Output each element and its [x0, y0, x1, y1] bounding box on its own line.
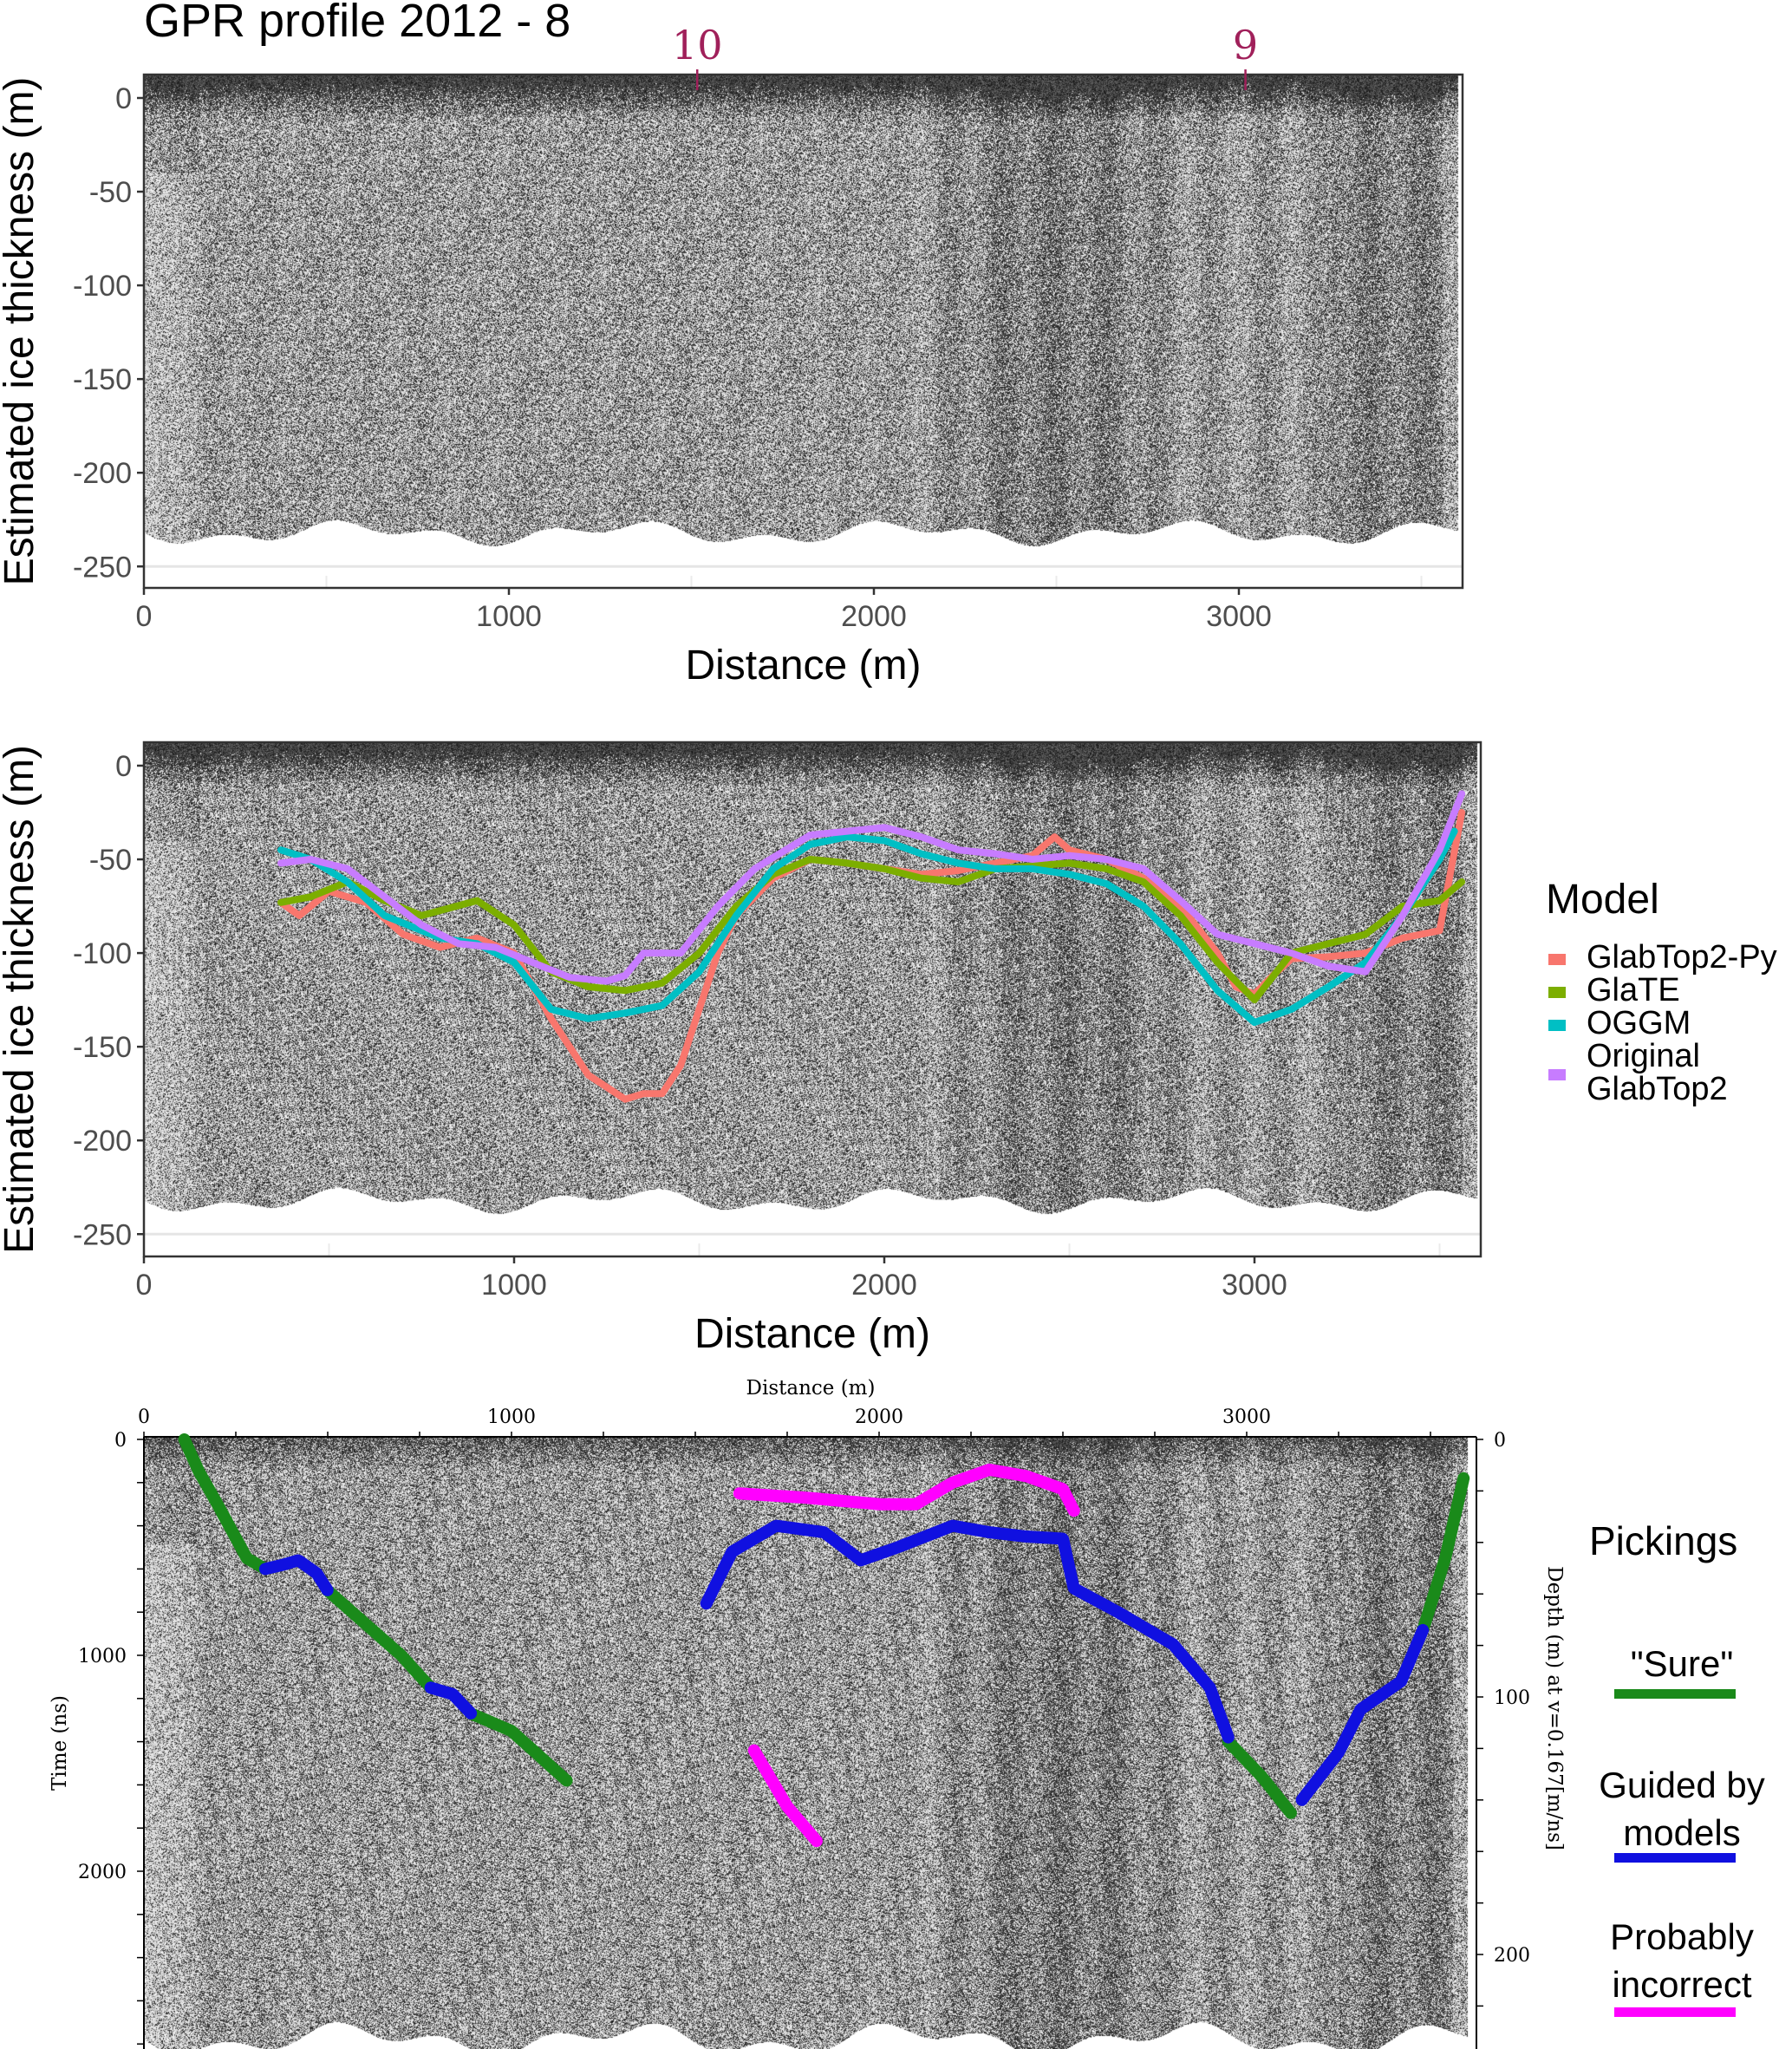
picking-segment-sure — [1417, 1471, 1470, 1636]
y-axis-title: Estimated ice thickness (m) — [0, 77, 42, 586]
pickings-legend-label: Probably — [1610, 1916, 1754, 1957]
x-tick-label: 1000 — [476, 600, 542, 633]
plot-border — [142, 741, 1482, 1258]
x-tick-label: 3000 — [1222, 1269, 1287, 1302]
y-axis-title: Estimated ice thickness (m) — [0, 745, 42, 1254]
legend-label: GlabTop2-Py — [1587, 939, 1777, 976]
x-tick-label: 3000 — [1206, 600, 1272, 633]
legend-key-2 — [1548, 1020, 1566, 1031]
pickings-legend-key — [1614, 1689, 1736, 1699]
legend-label: OGGM — [1587, 1005, 1691, 1041]
picking-segment-guided-by-models — [1295, 1623, 1430, 1806]
y2-tick-label: 200 — [1494, 1945, 1530, 1967]
pickings-legend-title: Pickings — [1589, 1518, 1738, 1563]
picking-segment-guided-by-models — [424, 1681, 478, 1720]
picking-segment-sure — [322, 1584, 437, 1694]
y-tick-label: -50 — [89, 176, 132, 209]
y-tick-label: -200 — [73, 1125, 132, 1158]
chart-title: GPR profile 2012 - 8 — [144, 0, 570, 47]
y-tick-label: 0 — [114, 1430, 127, 1452]
legend-label: GlabTop2 — [1587, 1071, 1728, 1107]
x-tick-label: 0 — [136, 600, 153, 633]
model-legend-title: Model — [1546, 877, 1659, 923]
picking-segment-guided-by-models — [258, 1554, 334, 1597]
series-line-glabtop2-py — [277, 809, 1466, 1103]
pickings-legend-label: models — [1623, 1812, 1741, 1853]
pickings-legend-label: "Sure" — [1630, 1643, 1734, 1684]
picking-segment-probably-incorrect — [747, 1744, 823, 1848]
y-tick-label: -50 — [89, 844, 132, 877]
pickings-legend-label: incorrect — [1612, 1964, 1752, 2005]
x-tick-label: 2000 — [851, 1269, 917, 1302]
y-tick-label: 0 — [115, 750, 132, 783]
y2-tick-label: 0 — [1494, 1430, 1506, 1452]
picking-segment-guided-by-models — [700, 1519, 1235, 1744]
picking-segment-probably-incorrect — [733, 1463, 1080, 1517]
legend-key-1 — [1548, 987, 1566, 998]
x-axis-title: Distance (m) — [685, 643, 921, 688]
x-tick-label: 3000 — [1222, 1406, 1271, 1428]
x-tick-label: 2000 — [841, 600, 907, 633]
x-tick-label: 1000 — [481, 1269, 547, 1302]
pickings-legend-key — [1614, 2007, 1736, 2017]
y-tick-label: 2000 — [78, 1862, 127, 1883]
y2-tick-label: 100 — [1494, 1687, 1530, 1709]
y-tick-label: -250 — [73, 551, 132, 584]
plot-border — [142, 73, 1464, 590]
picking-segment-sure — [465, 1707, 573, 1787]
y-tick-label: -150 — [73, 1031, 132, 1064]
series-line-original-glabtop2 — [277, 790, 1466, 985]
series-line-oggm — [277, 827, 1458, 1027]
series-line-glate — [277, 856, 1466, 1004]
y-tick-label: -200 — [73, 457, 132, 490]
y-tick-label: -250 — [73, 1218, 132, 1251]
y-tick-label: -100 — [73, 270, 132, 303]
x-axis-title: Distance (m) — [694, 1311, 930, 1357]
x-tick-label: 0 — [136, 1269, 153, 1302]
y-tick-label: -100 — [73, 937, 132, 970]
legend-label: GlaTE — [1587, 972, 1680, 1008]
pickings-legend-key — [1614, 1853, 1736, 1863]
y-tick-label: 1000 — [78, 1646, 127, 1667]
x-axis-title: Distance (m) — [746, 1377, 876, 1400]
x-tick-label: 2000 — [855, 1406, 903, 1428]
legend-label: Original — [1587, 1038, 1700, 1074]
x-tick-label: 0 — [138, 1406, 150, 1428]
pickings-legend-label: Guided by — [1599, 1765, 1765, 1805]
x-tick-label: 1000 — [487, 1406, 536, 1428]
marker-label-10: 10 — [672, 22, 723, 69]
y-tick-label: -150 — [73, 363, 132, 396]
legend-key-0 — [1548, 954, 1566, 965]
y-axis-title: Time (ns) — [49, 1695, 71, 1791]
marker-label-9: 9 — [1233, 22, 1258, 69]
y2-axis-title: Depth (m) at v=0.167[m/ns] — [1543, 1566, 1566, 1850]
picking-segment-sure — [178, 1433, 271, 1576]
y-tick-label: 0 — [115, 82, 132, 115]
legend-key-3 — [1548, 1069, 1566, 1080]
picking-segment-sure — [1222, 1735, 1297, 1819]
